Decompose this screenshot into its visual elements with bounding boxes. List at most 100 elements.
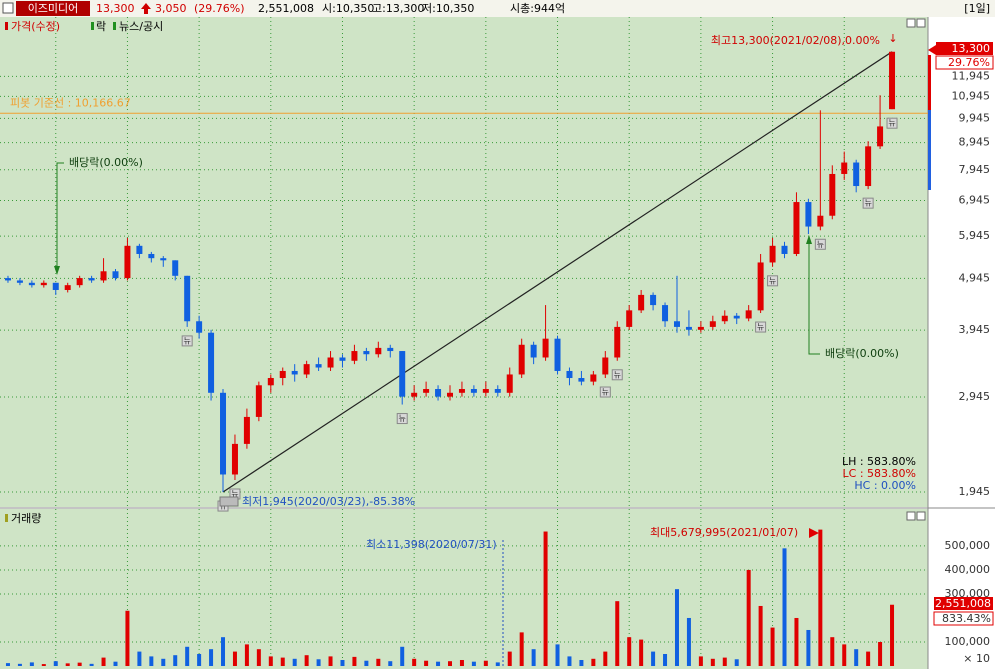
candle-body: [889, 51, 896, 110]
volume-bar: [674, 589, 679, 666]
volume-bar: [29, 662, 34, 666]
volume-bar: [519, 632, 524, 666]
legend-news[interactable]: 뉴스/공시: [119, 20, 163, 33]
volume-bar: [722, 657, 727, 666]
volume-bar: [448, 661, 452, 666]
candle-body: [518, 344, 525, 375]
legend-ex[interactable]: 락: [96, 20, 106, 33]
news-icon: 뉴: [888, 119, 895, 128]
panel-button[interactable]: [906, 511, 916, 521]
news-icon: 뉴: [602, 388, 609, 397]
volume: 2,551,008: [258, 2, 314, 15]
stock-name-box[interactable]: [16, 1, 90, 16]
candle-body: [506, 374, 513, 393]
change-pct: (29.76%): [194, 2, 245, 15]
news-icon-box[interactable]: [396, 413, 408, 425]
volume-bar: [77, 662, 82, 666]
candle-body: [757, 262, 764, 311]
candle-body: [339, 357, 346, 361]
news-icon-box[interactable]: [181, 335, 193, 347]
candle-body: [411, 392, 418, 397]
candle-body: [423, 389, 430, 393]
volume-bar: [268, 656, 273, 666]
news-icon-box[interactable]: [767, 275, 779, 287]
panel-button[interactable]: [906, 18, 916, 28]
candle-body: [829, 173, 836, 216]
candle-body: [88, 278, 95, 281]
candle-body: [745, 310, 752, 319]
candle-body: [817, 215, 824, 227]
candle-body: [136, 245, 143, 254]
checkbox[interactable]: [2, 2, 14, 14]
volume-bar: [579, 659, 584, 666]
candle-body: [494, 389, 501, 393]
volume-bar: [710, 658, 715, 666]
axis-area: [928, 17, 995, 669]
min-label: 최소11,398(2020/07/31): [366, 538, 497, 551]
candle-body: [638, 294, 645, 311]
stat-label: LC : 583.80%: [843, 467, 916, 480]
candle-body: [76, 278, 83, 286]
candle-body: [28, 282, 35, 286]
volume-bar: [53, 661, 58, 666]
volume-bar: [65, 663, 70, 666]
volume-bar: [591, 658, 596, 666]
volume-bar: [603, 651, 608, 666]
candle-body: [721, 315, 728, 322]
news-icon: 뉴: [817, 240, 824, 249]
volume-bar: [352, 656, 357, 666]
volume-bar: [758, 605, 763, 666]
volume-bar: [41, 664, 46, 666]
panel-button[interactable]: [916, 18, 926, 28]
volume-bar: [221, 637, 226, 666]
candle-body: [267, 378, 274, 386]
legend-price[interactable]: 가격(수정): [11, 20, 60, 33]
candle-body: [685, 326, 692, 330]
volume-multiplier: × 10: [963, 652, 990, 665]
volume-bar: [89, 663, 94, 666]
change: 3,050: [155, 2, 187, 15]
range-bar: [928, 110, 931, 190]
candle-body: [208, 332, 215, 393]
y-tick-label: 11,945: [952, 69, 991, 82]
legend-swatch: [5, 22, 8, 30]
volume-bar: [149, 656, 154, 666]
news-icon-box[interactable]: [611, 369, 623, 381]
volume-bar: [209, 649, 214, 666]
max-label: 최대5,679,995(2021/01/07): [650, 526, 798, 539]
candle-body: [697, 326, 704, 330]
y-tick-label: 6,945: [959, 194, 991, 207]
candle-body: [458, 389, 465, 393]
y-tick-label: 2,945: [959, 390, 991, 403]
period[interactable]: [1일]: [964, 1, 990, 15]
news-icon: 뉴: [183, 336, 190, 345]
dividend-bracket: [56, 162, 64, 272]
volume-bar: [125, 610, 130, 666]
high: 고:13,300: [372, 2, 424, 15]
news-icon: 뉴: [757, 323, 764, 332]
volume-bar: [436, 661, 441, 666]
panel-button[interactable]: [916, 511, 926, 521]
news-icon-box[interactable]: [755, 321, 767, 333]
volume-bar: [770, 627, 775, 666]
candle-body: [375, 347, 382, 355]
news-icon-box[interactable]: [886, 117, 898, 129]
news-icon-box[interactable]: [814, 238, 826, 250]
volume-bar: [651, 651, 656, 666]
candle-body: [40, 282, 47, 286]
news-icon-box[interactable]: [862, 197, 874, 209]
news-icon-box[interactable]: [599, 386, 611, 398]
candle-body: [673, 321, 680, 327]
volume-bar: [17, 663, 22, 666]
dividend-bracket: [808, 238, 820, 355]
candle-body: [196, 321, 203, 333]
volume-bar: [627, 637, 632, 666]
volume-bar: [197, 653, 202, 666]
ratio-tag-box: [933, 611, 994, 626]
y-tick-label: 400,000: [945, 563, 991, 576]
candle-body: [530, 344, 537, 358]
volume-bar: [376, 658, 381, 666]
candle-body: [709, 321, 716, 327]
